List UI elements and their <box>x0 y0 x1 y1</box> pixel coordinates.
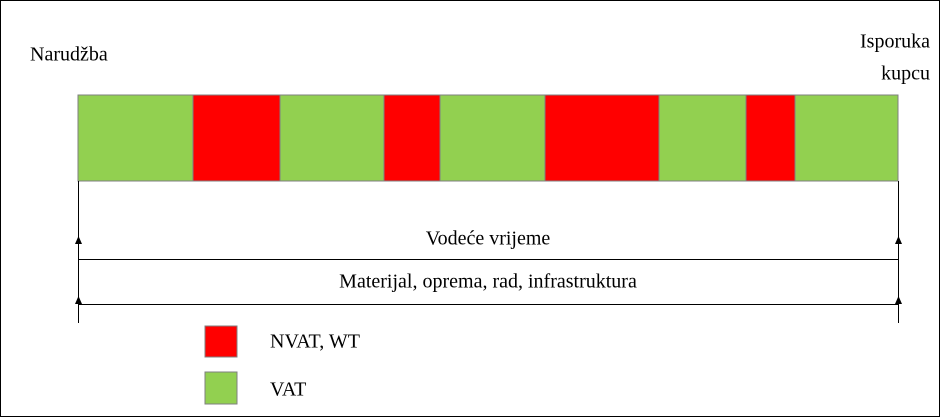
nva-segment <box>192 94 281 182</box>
va-segment <box>658 94 747 182</box>
span-label: Vodeće vrijeme <box>426 228 551 250</box>
va-segment <box>439 94 546 182</box>
process-bar <box>77 94 899 182</box>
nva-segment <box>745 94 796 182</box>
va-segment <box>794 94 899 182</box>
legend-swatch <box>204 371 238 405</box>
legend-label: VAT <box>270 379 306 401</box>
nva-segment <box>383 94 441 182</box>
legend-swatch <box>204 325 238 358</box>
end-label: kupcu <box>881 63 930 85</box>
start-label: Narudžba <box>30 44 108 66</box>
end-label: Isporuka <box>860 31 930 53</box>
va-segment <box>279 94 385 182</box>
nva-segment <box>544 94 660 182</box>
va-segment <box>77 94 194 182</box>
span-label: Materijal, oprema, rad, infrastruktura <box>339 271 637 293</box>
legend-label: NVAT, WT <box>270 331 360 353</box>
